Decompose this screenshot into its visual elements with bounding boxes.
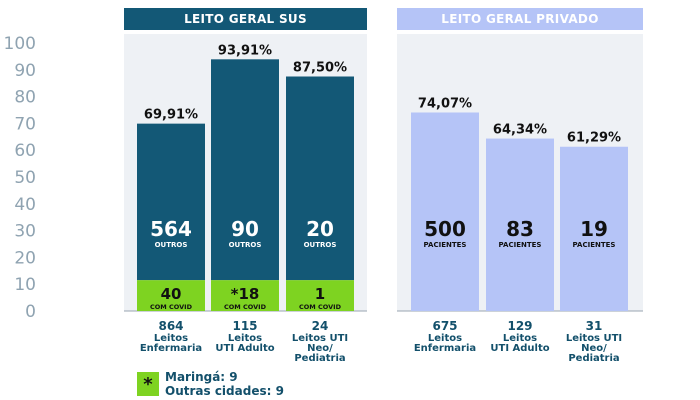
percent-label: 87,50% <box>293 61 347 76</box>
category-total-label: 115 <box>232 319 257 333</box>
category-label: Neo/ <box>581 343 607 354</box>
y-tick-label: 30 <box>14 222 36 242</box>
main-sub-label: OUTROS <box>304 241 337 249</box>
category-label: Leitos <box>154 333 188 344</box>
percent-label: 93,91% <box>218 43 272 58</box>
category-total-label: 129 <box>507 319 532 333</box>
category-label: Leitos <box>503 333 537 344</box>
main-count-label: 564 <box>150 217 192 241</box>
bar <box>211 59 279 281</box>
privado-title: LEITO GERAL PRIVADO <box>397 8 643 30</box>
y-tick-label: 80 <box>14 88 36 108</box>
percent-label: 61,29% <box>567 131 621 146</box>
bar <box>560 146 628 311</box>
category-label: UTI Adulto <box>490 343 549 354</box>
legend-line-maringa: Maringá: 9 <box>165 370 238 384</box>
main-count-label: 83 <box>506 217 534 241</box>
category-label: Leitos <box>228 333 262 344</box>
legend-text: Maringá: 9 Outras cidades: 9 <box>165 370 284 398</box>
y-tick-label: 10 <box>14 275 36 295</box>
y-tick-label: 20 <box>14 248 36 268</box>
main-sub-label: PACIENTES <box>424 241 467 249</box>
category-total-label: 675 <box>432 319 457 333</box>
category-label: UTI Adulto <box>215 343 274 354</box>
bar <box>411 112 479 311</box>
y-tick-label: 50 <box>14 168 36 188</box>
y-tick-label: 0 <box>25 302 36 322</box>
category-total-label: 864 <box>158 319 183 333</box>
category-label: Leitos UTI <box>566 333 622 344</box>
percent-label: 69,91% <box>144 108 198 123</box>
y-tick-label: 100 <box>4 34 36 54</box>
bar-covid-segment <box>211 280 279 311</box>
covid-sub-label: COM COVID <box>150 303 193 311</box>
covid-sub-label: COM COVID <box>299 303 342 311</box>
bar <box>486 138 554 311</box>
main-count-label: 20 <box>306 217 334 241</box>
main-count-label: 90 <box>231 217 259 241</box>
y-tick-label: 40 <box>14 195 36 215</box>
y-tick-label: 60 <box>14 141 36 161</box>
main-sub-label: OUTROS <box>229 241 262 249</box>
bar-covid-segment <box>137 280 205 311</box>
y-tick-label: 90 <box>14 61 36 81</box>
percent-label: 64,34% <box>493 123 547 138</box>
percent-label: 74,07% <box>418 96 472 111</box>
bar-covid-segment <box>286 280 354 311</box>
sus-title: LEITO GERAL SUS <box>124 8 367 30</box>
category-label: Leitos <box>428 333 462 344</box>
category-total-label: 24 <box>312 319 329 333</box>
main-sub-label: OUTROS <box>155 241 188 249</box>
legend-line-outras: Outras cidades: 9 <box>165 384 284 398</box>
main-count-label: 19 <box>580 217 608 241</box>
category-total-label: 31 <box>586 319 603 333</box>
category-label: Leitos UTI <box>292 333 348 344</box>
covid-count-label: 40 <box>161 285 182 303</box>
category-label: Enfermaria <box>140 343 202 354</box>
main-count-label: 500 <box>424 217 466 241</box>
main-sub-label: PACIENTES <box>573 241 616 249</box>
category-label: Pediatria <box>568 353 619 364</box>
category-label: Enfermaria <box>414 343 476 354</box>
main-sub-label: PACIENTES <box>499 241 542 249</box>
legend-asterisk-icon: * <box>137 372 159 396</box>
y-tick-label: 70 <box>14 114 36 134</box>
category-label: Pediatria <box>294 353 345 364</box>
covid-sub-label: COM COVID <box>224 303 267 311</box>
covid-count-label: *18 <box>231 285 260 303</box>
category-label: Neo/ <box>307 343 333 354</box>
bar <box>286 76 354 281</box>
bar <box>137 123 205 281</box>
covid-count-label: 1 <box>315 285 325 303</box>
